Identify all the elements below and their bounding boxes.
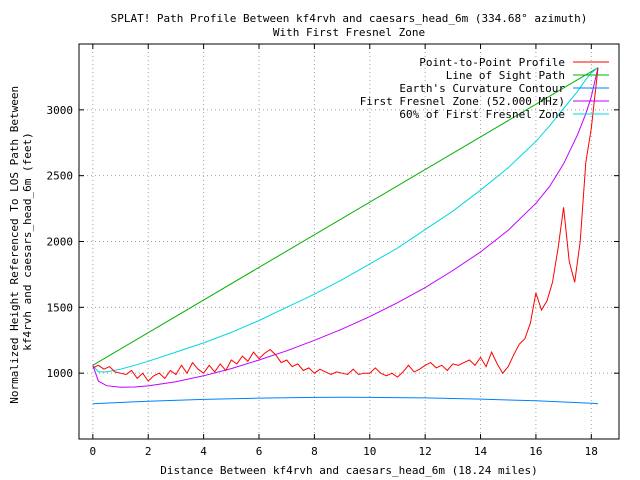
- series-line-3: [92, 67, 599, 388]
- x-tick-label: 10: [363, 445, 376, 458]
- x-tick-label: 16: [529, 445, 542, 458]
- y-tick-label: 2500: [47, 170, 74, 183]
- y-axis-label: Normalized Height Referenced To LOS Path…: [8, 79, 34, 404]
- y-tick-label: 3000: [47, 104, 74, 117]
- legend-label: 60% of First Fresnel Zone: [399, 108, 565, 121]
- y-tick-label: 1500: [47, 301, 74, 314]
- x-tick-label: 18: [585, 445, 598, 458]
- series-line-4: [92, 67, 599, 373]
- x-tick-label: 8: [311, 445, 318, 458]
- legend-label: Line of Sight Path: [446, 69, 565, 82]
- y-tick-label: 2000: [47, 236, 74, 249]
- series-line-0: [92, 67, 599, 382]
- x-tick-label: 6: [256, 445, 263, 458]
- x-tick-label: 12: [419, 445, 432, 458]
- axis-ticks: 0 2 4 6 8 10 12 14 16 18 1000 1500 2000 2500 3000: [47, 44, 619, 458]
- x-tick-label: 14: [474, 445, 488, 458]
- chart-title: SPLAT! Path Profile Between kf4rvh and c…: [111, 12, 588, 25]
- series-lines: [92, 67, 599, 405]
- legend-label: Point-to-Point Profile: [419, 56, 565, 69]
- y-axis-label-line-1: Normalized Height Referenced To LOS Path…: [8, 86, 21, 404]
- x-tick-label: 0: [90, 445, 97, 458]
- y-axis-label-line-2: kf4rvh and caesars_head_6m (feet): [21, 132, 34, 351]
- series-line-1: [92, 67, 599, 366]
- x-axis-label: Distance Between kf4rvh and caesars_head…: [160, 464, 538, 477]
- x-tick-label: 4: [200, 445, 207, 458]
- series-line-2: [92, 396, 599, 405]
- legend-label: First Fresnel Zone (52.000 MHz): [360, 95, 565, 108]
- legend-label: Earth's Curvature Contour: [399, 82, 565, 95]
- x-tick-label: 2: [145, 445, 152, 458]
- y-tick-label: 1000: [47, 367, 74, 380]
- chart-subtitle: With First Fresnel Zone: [273, 26, 425, 39]
